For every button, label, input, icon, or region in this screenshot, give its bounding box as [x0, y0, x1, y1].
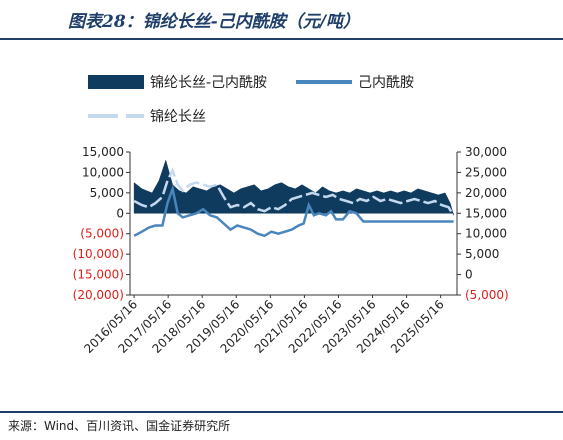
- right-tick-label: (5,000): [465, 288, 509, 302]
- left-tick-label: (15,000): [73, 268, 124, 282]
- left-tick-label: 15,000: [82, 145, 124, 159]
- legend-swatch-filament: [88, 114, 144, 118]
- legend-label-cpl: 己内酰胺: [358, 75, 414, 91]
- right-tick-label: 25,000: [465, 165, 507, 179]
- series-filament-line: [133, 167, 455, 216]
- legend-label-filament: 锦纶长丝: [150, 109, 206, 125]
- left-tick-label: (10,000): [73, 247, 124, 261]
- right-tick-label: 15,000: [465, 206, 507, 220]
- legend-label-spread: 锦纶长丝-己内酰胺: [150, 75, 268, 91]
- legend-swatch-spread: [88, 75, 144, 89]
- left-tick-label: 10,000: [82, 165, 124, 179]
- source-note: 来源：Wind、百川资讯、国金证券研究所: [8, 419, 231, 433]
- series-cpl-line: [133, 184, 454, 238]
- right-tick-label: 20,000: [465, 186, 507, 200]
- left-tick-label: 5,000: [90, 186, 124, 200]
- title-bar: 图表28：锦纶长丝-己内酰胺（元/吨）: [0, 0, 563, 40]
- right-tick-label: 10,000: [465, 227, 507, 241]
- left-tick-label: (5,000): [80, 227, 124, 241]
- right-tick-label: 30,000: [465, 145, 507, 159]
- series-spread-area: [133, 159, 454, 216]
- chart-title: 图表28：锦纶长丝-己内酰胺（元/吨）: [68, 12, 360, 32]
- legend-item-cpl: 己内酰胺: [296, 72, 414, 92]
- legend-item-spread: 锦纶长丝-己内酰胺: [88, 72, 267, 92]
- left-tick-label: 0: [116, 206, 124, 220]
- legend: 锦纶长丝-己内酰胺 己内酰胺 锦纶长丝: [88, 72, 558, 132]
- left-tick-label: (20,000): [73, 288, 124, 302]
- right-tick-label: 5,000: [465, 247, 499, 261]
- legend-item-filament: 锦纶长丝: [88, 106, 206, 126]
- legend-swatch-cpl: [296, 80, 352, 84]
- footer-rule: [0, 411, 563, 413]
- right-tick-label: 0: [465, 268, 473, 282]
